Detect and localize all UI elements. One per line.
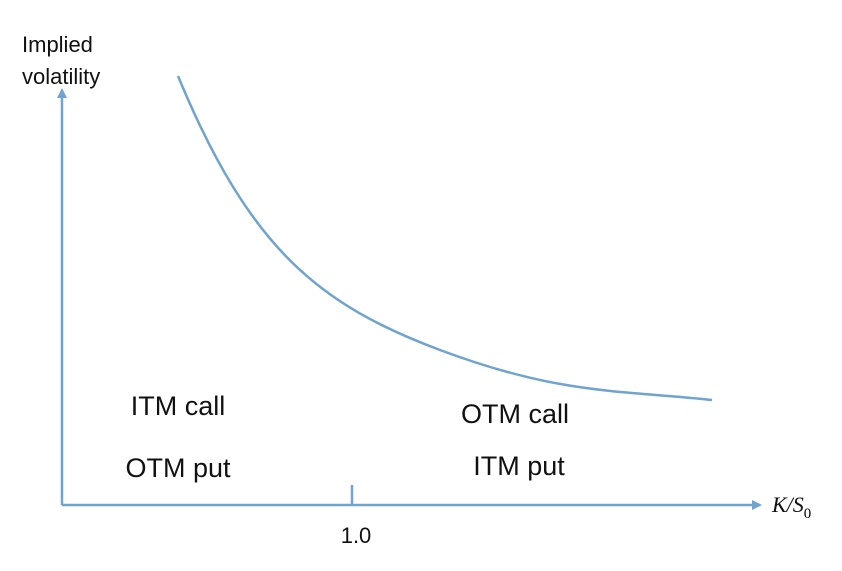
x-axis-label-sub: 0 (804, 506, 812, 522)
x-axis-label-main: K/S (771, 492, 804, 517)
x-tick-label: 1.0 (341, 523, 372, 548)
x-axis-label: K/S0 (771, 492, 811, 522)
region-label: OTM call (461, 399, 569, 429)
y-axis-label: volatility (22, 64, 100, 89)
region-label: OTM put (125, 453, 231, 483)
y-axis-label: Implied (22, 32, 93, 57)
volatility-curve (176, 75, 713, 402)
region-label: ITM put (473, 451, 565, 481)
region-label: ITM call (131, 391, 226, 421)
